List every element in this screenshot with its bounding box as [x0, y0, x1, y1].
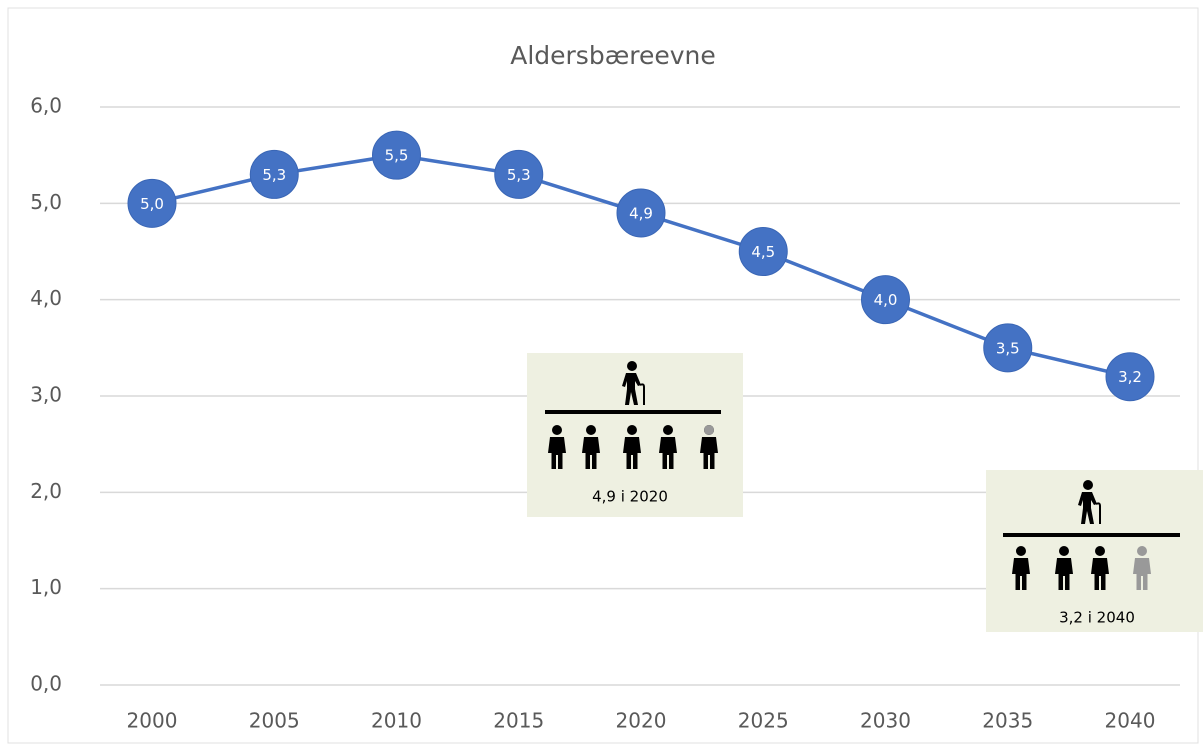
- partial-person: [704, 425, 714, 435]
- data-marker: [127, 178, 177, 228]
- plot-area: 0,0 1,0 2,0 3,0 4,0 5,0 6,0 2000 2005 2010 2015 202…: [30, 94, 1180, 733]
- data-label: 5,0: [140, 195, 164, 213]
- chart-title: Aldersbæreevne: [510, 41, 716, 70]
- data-label: 4,9: [629, 204, 653, 222]
- annotation-text: 4,9 i 2020: [592, 488, 668, 506]
- x-tick-label: 2040: [1105, 709, 1156, 733]
- data-marker: [1105, 352, 1155, 402]
- data-marker: [616, 188, 666, 238]
- data-marker: [372, 130, 421, 180]
- y-tick-label: 4,0: [30, 286, 62, 310]
- data-marker: [861, 275, 910, 325]
- x-tick-label: 2025: [738, 709, 789, 733]
- data-marker: [983, 323, 1033, 373]
- data-label: 5,3: [507, 166, 531, 184]
- y-tick-label: 6,0: [30, 94, 62, 118]
- annotation-box: 3,2 i 2040: [986, 470, 1203, 632]
- data-label: 4,0: [874, 291, 898, 309]
- data-marker: [494, 149, 544, 199]
- y-tick-label: 3,0: [30, 383, 62, 407]
- divider: [1003, 533, 1180, 537]
- y-tick-label: 2,0: [30, 479, 62, 503]
- data-marker: [249, 149, 299, 199]
- data-label: 3,5: [996, 339, 1020, 357]
- x-tick-label: 2000: [127, 709, 178, 733]
- x-tick-label: 2015: [493, 709, 544, 733]
- data-label: 5,5: [385, 147, 409, 165]
- data-label: 3,2: [1118, 368, 1142, 386]
- annotation-box: 4,9 i 2020: [527, 353, 743, 517]
- y-tick-label: 0,0: [30, 672, 62, 696]
- divider: [545, 410, 721, 414]
- x-tick-label: 2020: [616, 709, 667, 733]
- y-tick-label: 1,0: [30, 575, 62, 599]
- x-tick-label: 2035: [982, 709, 1033, 733]
- annotation-text: 3,2 i 2040: [1059, 609, 1135, 627]
- x-tick-label: 2005: [249, 709, 300, 733]
- y-tick-label: 5,0: [30, 190, 62, 214]
- data-label: 4,5: [751, 243, 775, 261]
- x-tick-label: 2030: [860, 709, 911, 733]
- data-label: 5,3: [262, 166, 286, 184]
- data-marker: [738, 227, 788, 276]
- x-tick-label: 2010: [371, 709, 422, 733]
